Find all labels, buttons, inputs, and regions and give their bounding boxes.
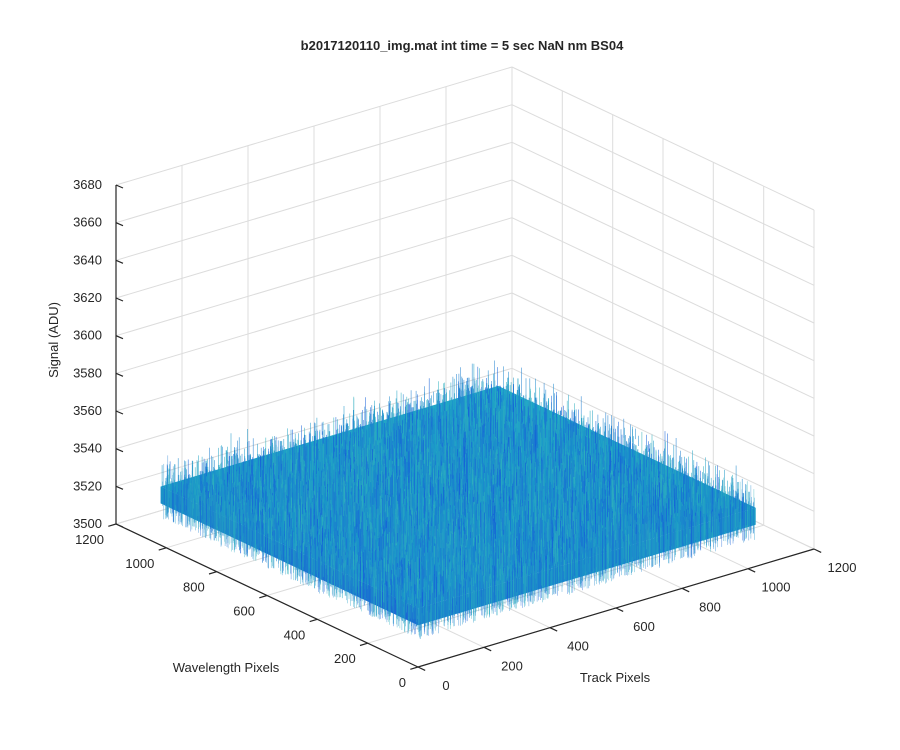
wall-gridline-z bbox=[115, 141, 513, 261]
wall-gridline-z bbox=[115, 367, 513, 487]
wall-gridline-z bbox=[511, 367, 815, 512]
wall-gridline-z bbox=[511, 66, 815, 211]
wall-gridline-z bbox=[511, 141, 815, 286]
surface-mesh bbox=[160, 360, 756, 639]
wall-gridline-z bbox=[115, 104, 513, 224]
wall-gridline-z bbox=[511, 217, 815, 362]
wall-gridline-z bbox=[511, 330, 815, 475]
wall-gridline-z bbox=[115, 292, 513, 412]
wall-gridline-z bbox=[115, 330, 513, 450]
wall-gridline-z bbox=[511, 292, 815, 437]
surface-noise bbox=[161, 360, 755, 639]
wall-gridline-z bbox=[115, 66, 513, 186]
wall-gridline-z bbox=[115, 254, 513, 374]
wall-gridline-z bbox=[115, 179, 513, 299]
wall-gridline-z bbox=[511, 254, 815, 399]
wall-gridline-z bbox=[511, 104, 815, 249]
wall-gridline-z bbox=[115, 217, 513, 337]
wall-gridline-z bbox=[511, 179, 815, 324]
